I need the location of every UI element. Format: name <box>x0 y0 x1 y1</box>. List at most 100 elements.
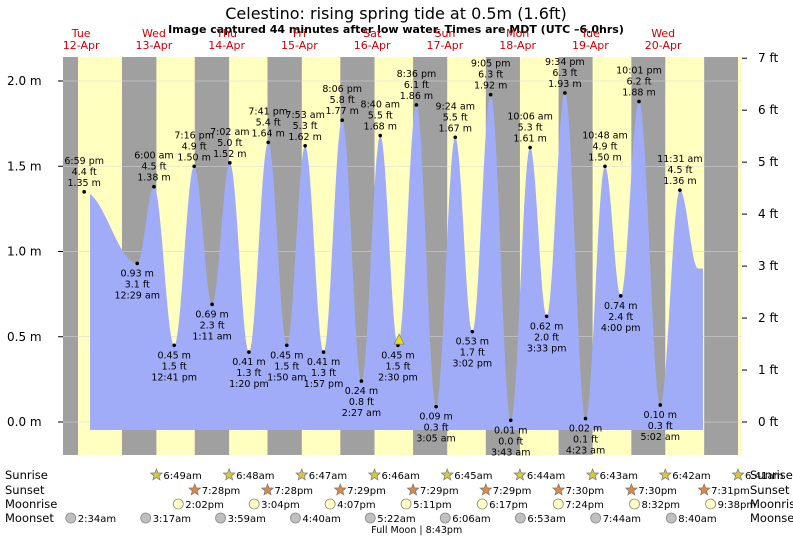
low-tide-meters: 0.41 m <box>307 357 340 368</box>
high-tide-point <box>303 143 307 148</box>
high-tide-point <box>603 164 607 169</box>
high-tide-point <box>453 135 458 140</box>
day-weekday: Tue <box>580 27 600 40</box>
y-axis-left: 0.0 m 0.5 m 1.0 m 1.5 m 2.0 m <box>7 74 63 429</box>
high-tide-meters: 1.86 m <box>400 91 433 102</box>
day-date: 17-Apr <box>427 39 464 52</box>
sunset-icon <box>333 483 347 496</box>
low-tide-feet: 3.1 ft <box>125 279 150 290</box>
moonset-row-label-left: Moonset <box>5 511 54 525</box>
sunrise-row-label-left: Sunrise <box>5 468 48 482</box>
y-left-tick-label: 0.5 m <box>7 330 42 344</box>
moonrise-time: 8:32pm <box>641 500 680 511</box>
sunrise-icon <box>149 468 164 481</box>
high-tide-time: 6:00 am <box>134 151 173 162</box>
low-tide-feet: 0.3 ft <box>648 421 673 432</box>
high-tide-time: 9:24 am <box>436 101 475 112</box>
high-tide-meters: 1.36 m <box>663 176 696 187</box>
moonset-icon <box>439 512 451 524</box>
moonset-time: 2:34am <box>78 514 116 525</box>
high-tide-meters: 1.50 m <box>588 152 621 163</box>
y-right-tick-label: 6 ft <box>758 103 778 117</box>
sunrise-icon <box>585 468 600 481</box>
high-tide-meters: 1.52 m <box>213 149 246 160</box>
moonset-icon <box>665 512 677 524</box>
day-weekday: Wed <box>651 27 675 40</box>
day-weekday: Wed <box>142 27 166 40</box>
day-date: 12-Apr <box>63 39 100 52</box>
moonrise-time: 4:07pm <box>337 500 376 511</box>
sunrise-time: 6:48am <box>236 471 274 482</box>
low-tide-point <box>321 350 326 354</box>
high-tide-feet: 4.5 ft <box>667 165 692 176</box>
moonrise-icon <box>476 498 488 510</box>
low-tide-meters: 0.09 m <box>419 412 452 423</box>
high-tide-meters: 1.93 m <box>548 79 581 90</box>
high-tide-feet: 5.8 ft <box>330 95 355 106</box>
astronomy-rows: Sunrise Sunrise 6:49am 6:48am 6:47am 6:46am 6:… <box>5 468 793 536</box>
moonrise-time: 5:11pm <box>413 500 452 511</box>
high-tide-time: 8:36 pm <box>397 69 437 80</box>
high-tide-feet: 4.5 ft <box>141 162 166 173</box>
moonset-row-label-right: Moonset <box>750 511 793 525</box>
moonset-time: 6:53am <box>527 514 565 525</box>
high-tide-meters: 1.64 m <box>251 128 284 139</box>
high-tide-meters: 1.35 m <box>67 178 100 189</box>
low-tide-feet: 0.8 ft <box>349 397 374 408</box>
high-tide-meters: 1.77 m <box>325 106 358 117</box>
sunset-icon <box>551 483 566 496</box>
y-axis-right: 0 ft 1 ft 2 ft 3 ft 4 ft 5 ft 6 ft 7 ft <box>742 51 778 429</box>
moonset-time: 7:44am <box>603 514 641 525</box>
day-date: 19-Apr <box>572 39 609 52</box>
high-tide-meters: 1.62 m <box>288 132 321 143</box>
high-tide-meters: 1.38 m <box>137 173 170 184</box>
sunrise-icon <box>513 468 527 481</box>
high-tide-feet: 5.0 ft <box>217 138 242 149</box>
high-tide-point <box>82 190 86 194</box>
low-tide-time: 3:05 am <box>416 434 455 445</box>
moonset-time: 6:06am <box>452 514 490 525</box>
day-date: 14-Apr <box>208 39 245 52</box>
high-tide-point <box>414 103 419 107</box>
low-tide-meters: 0.41 m <box>232 357 265 368</box>
high-tide-feet: 4.4 ft <box>72 167 97 178</box>
sunrise-icon <box>367 468 382 481</box>
high-tide-feet: 4.9 ft <box>592 141 617 152</box>
high-tide-point <box>152 184 156 189</box>
low-tide-meters: 0.69 m <box>195 309 228 320</box>
high-tide-point <box>378 133 383 138</box>
day-weekday: Fri <box>293 27 306 40</box>
high-tide-feet: 5.5 ft <box>368 111 393 122</box>
sunset-time: 7:29pm <box>493 486 532 497</box>
water-area <box>90 93 703 430</box>
high-tide-feet: 6.3 ft <box>552 68 577 79</box>
y-right-tick-label: 4 ft <box>758 207 778 221</box>
low-tide-point <box>285 343 289 348</box>
high-tide-time: 7:16 pm <box>174 130 214 141</box>
low-tide-point <box>658 403 663 407</box>
moonrise-icon <box>248 498 260 510</box>
low-tide-meters: 0.10 m <box>644 410 677 421</box>
day-date: 18-Apr <box>499 39 536 52</box>
moonset-icon <box>65 512 77 524</box>
high-tide-time: 11:31 am <box>657 154 702 165</box>
low-tide-point <box>434 404 438 409</box>
sunset-time: 7:28pm <box>275 486 314 497</box>
low-tide-point <box>359 379 364 383</box>
sunrise-icon <box>658 468 672 481</box>
high-tide-time: 10:06 am <box>507 111 552 122</box>
sunset-time: 7:31pm <box>711 486 750 497</box>
low-tide-meters: 0.45 m <box>381 350 414 361</box>
y-left-tick-label: 0.0 m <box>7 415 42 429</box>
high-tide-time: 7:53 am <box>285 110 324 121</box>
high-tide-point <box>678 188 682 192</box>
sunset-icon <box>624 483 639 496</box>
sunset-row-label-left: Sunset <box>5 483 45 497</box>
moonset-icon <box>289 512 301 524</box>
moonset-time: 8:40am <box>678 514 716 525</box>
low-tide-feet: 1.3 ft <box>236 368 261 379</box>
low-tide-point <box>172 343 176 348</box>
sunrise-time: 6:47am <box>309 471 347 482</box>
high-tide-point <box>563 91 567 95</box>
